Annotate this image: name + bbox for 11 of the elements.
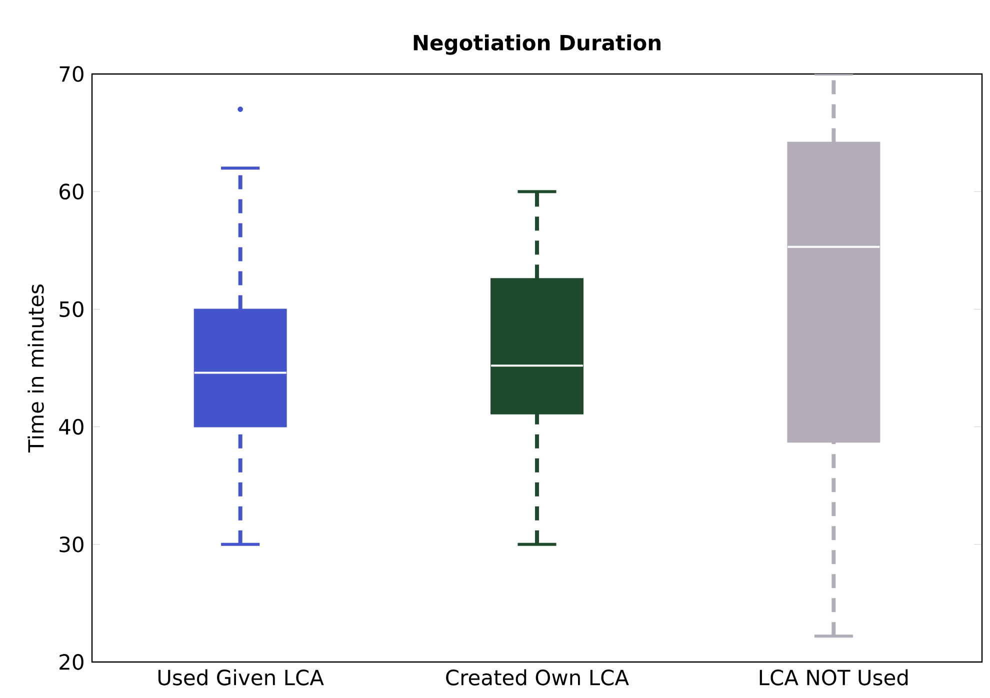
x-tick-label: Used Given LCA <box>158 669 324 686</box>
y-tick-label: 20 <box>60 654 84 670</box>
y-tick-label: 50 <box>60 301 84 318</box>
y-tick-label: 60 <box>60 184 84 200</box>
y-axis-title: Time in minutes <box>28 284 44 453</box>
y-tick-label: 30 <box>60 536 84 552</box>
y-tick-label: 70 <box>60 66 84 82</box>
x-tick-label: Created Own LCA <box>446 669 629 686</box>
x-tick-label: LCA NOT Used <box>760 669 908 686</box>
y-tick-label: 40 <box>59 418 84 435</box>
chart-title: Negotiation Duration <box>414 34 660 55</box>
